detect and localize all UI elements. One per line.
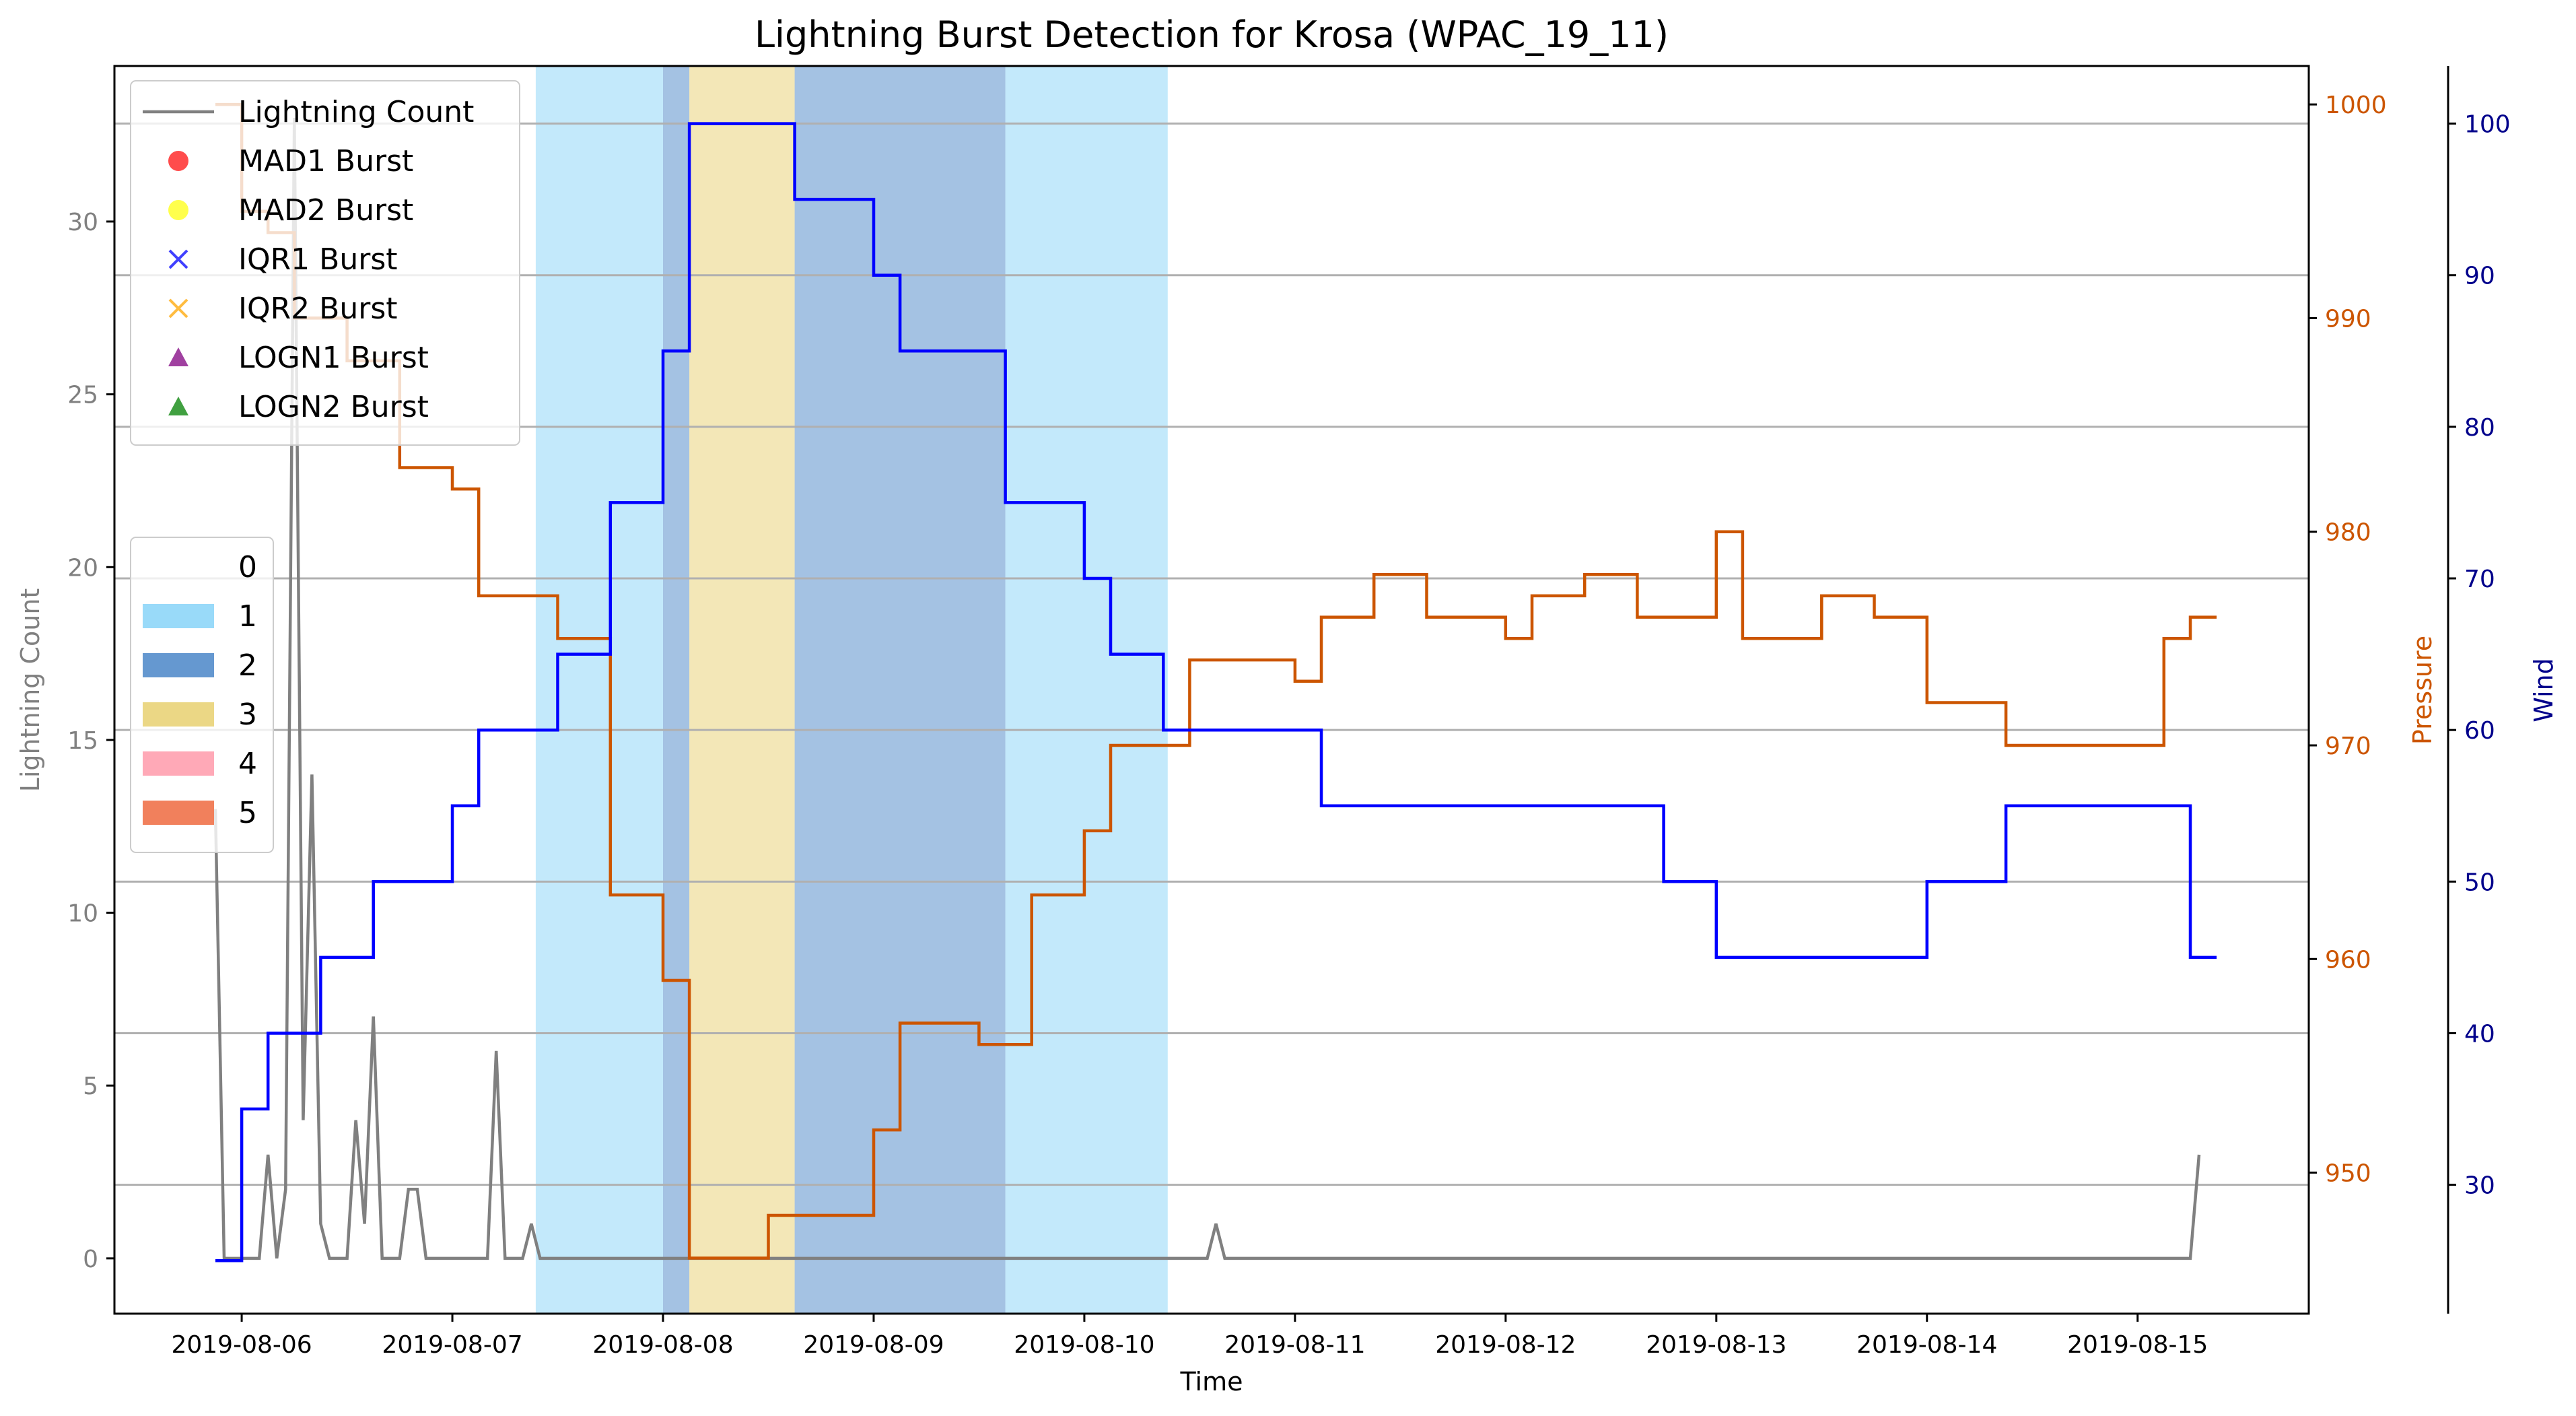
y-tick-label: 60 — [2464, 717, 2495, 745]
legend-main-label: MAD1 Burst — [238, 144, 413, 178]
legend-circle-marker — [168, 200, 188, 220]
y-tick-label: 980 — [2325, 519, 2371, 547]
y-tick-label: 40 — [2464, 1020, 2495, 1048]
category-span-1 — [535, 66, 663, 1314]
plot-frame — [113, 65, 2310, 1315]
x-tick-label: 2019-08-13 — [1646, 1331, 1786, 1359]
y-tick-label: 990 — [2325, 305, 2371, 333]
legend-x-marker — [168, 249, 188, 269]
pressure-axis: 950 960 970 980 990 1000 — [2309, 92, 2387, 1188]
legend-triangle-marker — [168, 397, 188, 415]
legend-category-label: 1 — [238, 599, 257, 634]
legend-category-label: 4 — [238, 747, 257, 781]
category-span-1 — [1005, 66, 1168, 1314]
legend-category-label: 0 — [238, 550, 257, 584]
lightning-axis: 0 5 10 15 20 25 30 — [67, 209, 114, 1273]
legend-category: 0 1 2 3 4 5 — [130, 537, 274, 853]
x-tick-label: 2019-08-12 — [1435, 1331, 1576, 1359]
x-axis-label: Time — [1180, 1367, 1243, 1396]
y-tick-label: 30 — [2464, 1172, 2495, 1200]
legend-category-swatch — [143, 751, 214, 776]
category-span-2 — [663, 66, 690, 1314]
x-tick-label: 2019-08-14 — [1856, 1331, 1997, 1359]
category-spans — [535, 66, 1168, 1314]
x-tick-label: 2019-08-07 — [382, 1331, 522, 1359]
series-lightning-count — [213, 117, 2201, 1260]
x-tick-label: 2019-08-10 — [1014, 1331, 1154, 1359]
legend-category-swatch — [143, 801, 214, 825]
legend-x-marker — [168, 298, 188, 318]
x-tick-label: 2019-08-15 — [2067, 1331, 2208, 1359]
legend-main-label: MAD2 Burst — [238, 193, 413, 228]
y-tick-label: 20 — [67, 554, 98, 582]
category-span-3 — [689, 66, 795, 1314]
legend-main-label: LOGN1 Burst — [238, 341, 429, 375]
legend-circle-marker — [168, 151, 188, 171]
y-tick-label: 1000 — [2325, 92, 2387, 119]
series-wind — [215, 122, 2217, 1262]
x-tick-label: 2019-08-09 — [803, 1331, 944, 1359]
y-tick-label: 0 — [83, 1246, 98, 1273]
legend-main-label: IQR2 Burst — [238, 292, 398, 326]
legend-main-label: LOGN2 Burst — [238, 390, 429, 424]
y-tick-label: 15 — [67, 727, 98, 755]
x-tick-label: 2019-08-08 — [592, 1331, 733, 1359]
y-tick-label: 5 — [83, 1073, 98, 1100]
lightning-axis-label: Lightning Count — [15, 588, 45, 793]
chart-title: Lightning Burst Detection for Krosa (WPA… — [755, 13, 1669, 56]
y-tick-label: 960 — [2325, 946, 2371, 974]
y-tick-label: 25 — [67, 382, 98, 409]
y-tick-label: 950 — [2325, 1160, 2371, 1188]
x-tick-label: 2019-08-11 — [1224, 1331, 1365, 1359]
y-tick-label: 80 — [2464, 414, 2495, 442]
wind-axis-label: Wind — [2529, 658, 2558, 722]
legend-main-label: IQR1 Burst — [238, 242, 398, 277]
legend-category-label: 2 — [238, 648, 257, 683]
y-tick-label: 30 — [67, 209, 98, 236]
y-tick-label: 90 — [2464, 263, 2495, 290]
legend-category-label: 3 — [238, 698, 257, 732]
series-pressure — [215, 102, 2217, 1260]
wind-axis: 30 40 50 60 70 80 90 100 — [2448, 111, 2511, 1200]
legend-triangle-marker — [168, 347, 188, 366]
y-tick-label: 50 — [2464, 869, 2495, 896]
y-tick-label: 10 — [67, 900, 98, 928]
legend-category-swatch — [143, 604, 214, 628]
legend-main: Lightning Count MAD1 Burst MAD2 Burst IQR1 … — [130, 80, 520, 446]
y-tick-label: 100 — [2464, 111, 2511, 139]
legend-category-label: 5 — [238, 796, 257, 830]
x-tick-label: 2019-08-06 — [171, 1331, 312, 1359]
series-lines — [213, 102, 2217, 1262]
legend-main-box — [130, 80, 520, 446]
y-tick-label: 970 — [2325, 733, 2371, 760]
y-tick-label: 70 — [2464, 566, 2495, 593]
legend-main-label: Lightning Count — [238, 95, 474, 129]
x-axis: 2019-08-06 2019-08-07 2019-08-08 2019-08-09… — [171, 1314, 2208, 1359]
pressure-axis-label: Pressure — [2408, 636, 2437, 745]
legend-category-swatch — [143, 702, 214, 727]
legend-category-swatch — [143, 653, 214, 677]
